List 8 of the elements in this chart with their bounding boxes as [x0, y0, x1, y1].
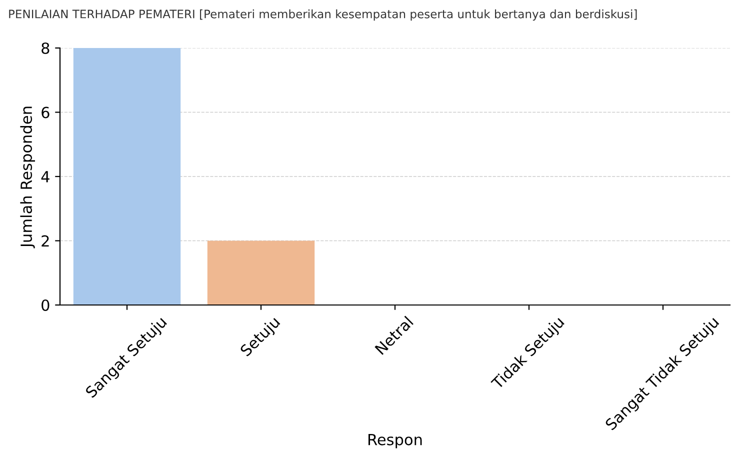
x-axis-title: Respon [368, 434, 422, 448]
y-tick-label: 8 [42, 42, 50, 54]
y-axis-title: Jumlah Responden [20, 106, 35, 248]
y-tick-label: 2 [42, 235, 49, 247]
y-tick-label: 4 [41, 171, 50, 182]
chart-title: PENILAIAN TERHADAP PEMATERI [Pemateri memberikan kesempatan peserta untuk bertanya dan berdiskusi] [9, 9, 637, 21]
y-tick-label: 6 [42, 106, 50, 118]
y-tick-label: 0 [42, 299, 50, 312]
